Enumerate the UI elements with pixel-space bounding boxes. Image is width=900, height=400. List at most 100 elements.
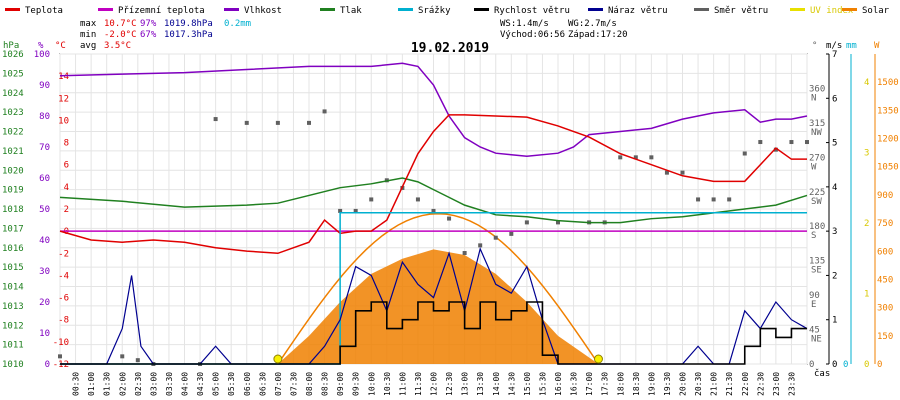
x-tick-label: 18:00 bbox=[616, 372, 625, 396]
legend-label: Vlhkost bbox=[244, 6, 282, 16]
x-tick-label: 02:00 bbox=[118, 372, 127, 396]
stat-label: avg bbox=[80, 41, 96, 51]
solar-area bbox=[277, 249, 599, 364]
unit-hpa: hPa bbox=[3, 41, 19, 51]
humidity-tick-label: 80 bbox=[39, 112, 50, 122]
temperature-tick-label: 8 bbox=[64, 139, 69, 149]
uv-tick-label: 4 bbox=[864, 78, 869, 88]
pressure-tick-label: 1020 bbox=[2, 166, 24, 176]
pressure-tick-label: 1018 bbox=[2, 205, 24, 215]
legend-swatch bbox=[98, 8, 113, 11]
wind-tick-label: 4 bbox=[832, 183, 837, 193]
x-tick-label: 14:30 bbox=[507, 372, 516, 396]
legend-swatch bbox=[842, 8, 857, 11]
humidity-tick-label: 100 bbox=[34, 50, 50, 60]
x-tick-label: 03:30 bbox=[165, 372, 174, 396]
x-tick-label: 00:30 bbox=[72, 372, 81, 396]
x-tick-label: 11:30 bbox=[414, 372, 423, 396]
pressure-tick-label: 1024 bbox=[2, 89, 24, 99]
x-tick-label: 11:00 bbox=[398, 372, 407, 396]
direction-cardinal-label: SW bbox=[811, 197, 822, 207]
direction-cardinal-label: E bbox=[811, 300, 816, 310]
pressure-tick-label: 1013 bbox=[2, 302, 24, 312]
solar-tick-label: 150 bbox=[877, 332, 893, 342]
pressure-tick-label: 1010 bbox=[2, 360, 24, 370]
x-tick-label: 02:30 bbox=[134, 372, 143, 396]
stat-label: max bbox=[80, 19, 97, 29]
legend-label: Tlak bbox=[340, 6, 362, 16]
x-tick-label: 08:30 bbox=[321, 372, 330, 396]
humidity-tick-label: 70 bbox=[39, 143, 50, 153]
wind-direction-point bbox=[493, 235, 498, 240]
wind-direction-point bbox=[415, 197, 420, 202]
x-tick-label: 03:00 bbox=[149, 372, 158, 396]
stat-humidity: 97% bbox=[140, 19, 157, 29]
x-tick-label: 17:30 bbox=[601, 372, 610, 396]
legend-swatch bbox=[320, 8, 335, 11]
wind-direction-point bbox=[369, 197, 374, 202]
x-tick-label: 20:00 bbox=[679, 372, 688, 396]
direction-tick-label: 90 bbox=[809, 291, 820, 301]
x-tick-label: 23:30 bbox=[787, 372, 796, 396]
direction-tick-label: 45 bbox=[809, 326, 820, 336]
pressure-tick-label: 1017 bbox=[2, 224, 24, 234]
x-tick-label: 15:00 bbox=[523, 372, 532, 396]
x-tick-label: 21:30 bbox=[725, 372, 734, 396]
x-tick-label: 04:30 bbox=[196, 372, 205, 396]
legend-swatch bbox=[474, 8, 489, 11]
x-tick-label: 05:30 bbox=[227, 372, 236, 396]
stat-rain: 0.2mm bbox=[224, 19, 251, 29]
wind-direction-point bbox=[680, 170, 685, 175]
wind-tick-label: 2 bbox=[832, 271, 837, 281]
solar-tick-label: 450 bbox=[877, 275, 893, 285]
solar-tick-label: 1500 bbox=[877, 78, 899, 88]
legend-label: Teplota bbox=[25, 6, 63, 16]
legend-swatch bbox=[224, 8, 239, 11]
uv-tick-label: 0 bbox=[864, 360, 869, 370]
x-tick-label: 06:00 bbox=[243, 372, 252, 396]
x-tick-label: 13:30 bbox=[476, 372, 485, 396]
legend-swatch bbox=[5, 8, 20, 11]
wind-direction-point bbox=[633, 155, 638, 160]
wind-direction-point bbox=[244, 120, 249, 125]
direction-cardinal-label: NW bbox=[811, 128, 822, 138]
x-tick-label: 20:30 bbox=[694, 372, 703, 396]
x-tick-label: 08:00 bbox=[305, 372, 314, 396]
direction-cardinal-label: W bbox=[811, 162, 817, 172]
wind-direction-point bbox=[275, 120, 280, 125]
tlak-series bbox=[59, 177, 808, 224]
humidity-tick-label: 40 bbox=[39, 236, 50, 246]
humidity-tick-label: 10 bbox=[39, 329, 50, 339]
unit-degc: °C bbox=[55, 41, 66, 51]
wind-direction-point bbox=[805, 140, 809, 145]
temperature-tick-label: -10 bbox=[53, 338, 69, 348]
stat-pressure: 1019.8hPa bbox=[164, 19, 213, 29]
direction-tick-label: 0 bbox=[809, 360, 814, 370]
legend: Teplota Přízemní teplota Vlhkost Tlak Srážky… bbox=[5, 6, 890, 16]
wind-direction-point bbox=[742, 151, 747, 156]
wind-direction-point bbox=[618, 155, 623, 160]
rain-tick-label: 0 bbox=[843, 360, 848, 370]
x-tick-label: 18:30 bbox=[632, 372, 641, 396]
legend-label: Náraz větru bbox=[608, 6, 668, 16]
direction-cardinal-label: N bbox=[811, 93, 816, 103]
x-tick-label: 15:30 bbox=[538, 372, 547, 396]
wind-direction-point bbox=[447, 216, 452, 221]
direction-tick-label: 360 bbox=[809, 84, 825, 94]
stat-temp: 10.7°C bbox=[104, 19, 137, 29]
uv-marker bbox=[273, 354, 283, 364]
unit-percent: % bbox=[38, 41, 44, 51]
legend-label: Rychlost větru bbox=[494, 6, 570, 16]
direction-tick-label: 315 bbox=[809, 119, 825, 129]
solar-theoretical-curve bbox=[277, 212, 600, 365]
solar-tick-label: 600 bbox=[877, 247, 893, 257]
direction-tick-label: 180 bbox=[809, 222, 825, 232]
wind-tick-label: 3 bbox=[832, 227, 837, 237]
x-tick-label: 06:30 bbox=[258, 372, 267, 396]
temperature-tick-label: 6 bbox=[64, 161, 69, 171]
wind-direction-point bbox=[773, 147, 778, 152]
solar-tick-label: 1050 bbox=[877, 163, 899, 173]
x-tick-label: 21:00 bbox=[710, 372, 719, 396]
plot-area bbox=[58, 62, 809, 366]
solar-tick-label: 1200 bbox=[877, 135, 899, 145]
